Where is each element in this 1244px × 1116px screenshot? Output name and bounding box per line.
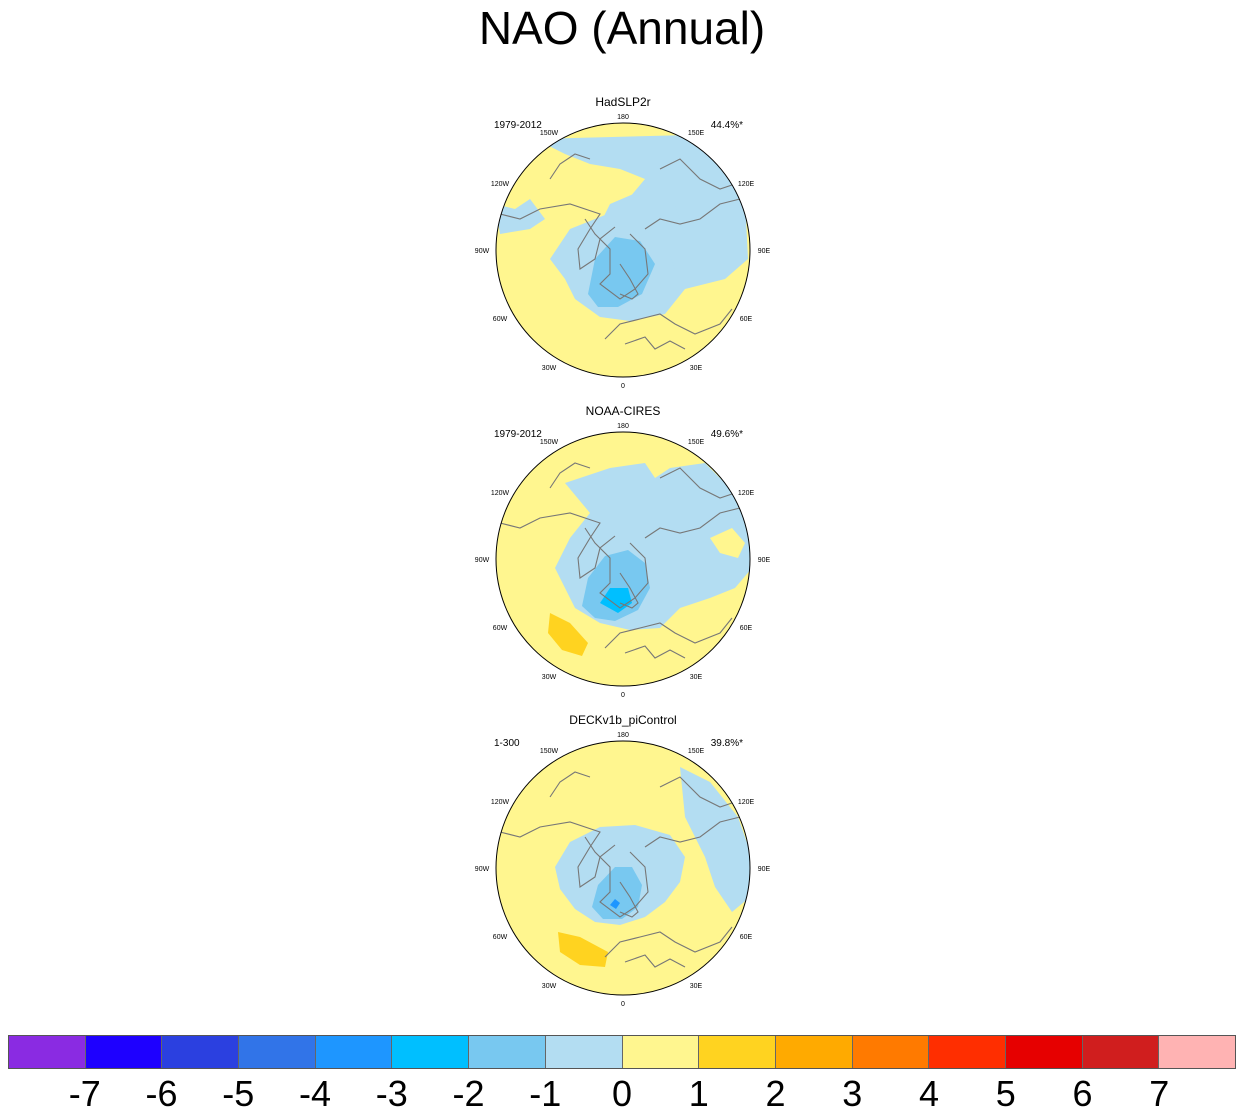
colorbar-label: -7 xyxy=(68,1073,101,1114)
svg-text:60W: 60W xyxy=(493,625,508,632)
svg-text:60E: 60E xyxy=(740,625,753,632)
svg-text:120E: 120E xyxy=(738,799,755,806)
svg-text:120E: 120E xyxy=(738,181,755,188)
colorbar-box xyxy=(469,1036,546,1068)
colorbar-box xyxy=(929,1036,1006,1068)
colorbar-label: -6 xyxy=(145,1073,178,1114)
svg-text:30E: 30E xyxy=(690,983,703,990)
colorbar-label: -3 xyxy=(375,1073,408,1114)
colorbar-box xyxy=(622,1036,700,1068)
colorbar-box xyxy=(162,1036,240,1068)
svg-text:180: 180 xyxy=(617,423,629,430)
colorbar-box xyxy=(1159,1036,1235,1068)
svg-text:120W: 120W xyxy=(491,799,510,806)
longitude-labels: 180 150E 120E 90E 60E 30E 0 30W 60W 90W … xyxy=(475,423,771,699)
colorbar-box xyxy=(545,1036,623,1068)
svg-text:0: 0 xyxy=(621,383,625,390)
map-panel-hadslp2r: HadSLP2r 1979-2012 44.4%* 180 xyxy=(470,95,776,395)
polar-map: 180 150E 120E 90E 60E 30E 0 30W 60W 90W … xyxy=(475,732,771,1008)
svg-text:30W: 30W xyxy=(542,365,557,372)
colorbar-label: 0 xyxy=(611,1073,633,1114)
map-panel-deckv1b-picontrol: DECKv1b_piControl 1-300 39.8%* 180 xyxy=(470,713,776,1013)
colorbar-box xyxy=(315,1036,393,1068)
colorbar-box xyxy=(392,1036,470,1068)
panel-period: 1-300 xyxy=(494,738,520,749)
panel-variance: 49.6%* xyxy=(710,429,743,440)
colorbar-label: -5 xyxy=(222,1073,255,1114)
svg-text:90W: 90W xyxy=(475,557,490,564)
colorbar-box xyxy=(775,1036,853,1068)
colorbar-box xyxy=(9,1036,86,1068)
svg-text:60W: 60W xyxy=(493,934,508,941)
colorbar-box xyxy=(1082,1036,1160,1068)
colorbar-box xyxy=(85,1036,163,1068)
svg-text:90W: 90W xyxy=(475,248,490,255)
colorbar-label: 5 xyxy=(995,1073,1016,1114)
colorbar-label: 1 xyxy=(688,1073,709,1114)
svg-text:0: 0 xyxy=(621,1001,625,1008)
colorbar xyxy=(8,1035,1236,1069)
colorbar-box xyxy=(239,1036,316,1068)
colorbar-label: 6 xyxy=(1072,1073,1093,1114)
panel-variance: 39.8%* xyxy=(710,738,743,749)
svg-text:30E: 30E xyxy=(690,365,703,372)
polar-map: 180 150E 120E 90E 60E 30E 0 30W 60W 90W … xyxy=(475,114,771,390)
svg-text:150W: 150W xyxy=(540,439,559,446)
svg-text:90W: 90W xyxy=(475,866,490,873)
svg-text:180: 180 xyxy=(617,114,629,121)
polar-map: 180 150E 120E 90E 60E 30E 0 30W 60W 90W … xyxy=(475,423,771,699)
panel-title: DECKv1b_piControl xyxy=(569,713,677,727)
colorbar-box xyxy=(1005,1036,1083,1068)
colorbar-label: -2 xyxy=(452,1073,485,1114)
panel-title: NOAA-CIRES xyxy=(585,404,661,418)
panel-variance: 44.4%* xyxy=(710,120,743,131)
svg-text:60W: 60W xyxy=(493,316,508,323)
colorbar-box xyxy=(852,1036,930,1068)
colorbar-label: -1 xyxy=(529,1073,562,1114)
svg-text:60E: 60E xyxy=(740,934,753,941)
svg-text:150E: 150E xyxy=(688,439,705,446)
panel-period: 1979-2012 xyxy=(494,120,542,131)
svg-text:30W: 30W xyxy=(542,983,557,990)
colorbar-label: 4 xyxy=(918,1073,940,1114)
svg-text:30W: 30W xyxy=(542,674,557,681)
svg-text:120E: 120E xyxy=(738,490,755,497)
map-panel-noaa-cires: NOAA-CIRES 1979-2012 49.6%* 180 xyxy=(470,404,776,704)
svg-text:150W: 150W xyxy=(540,748,559,755)
colorbar-label: -4 xyxy=(298,1073,331,1114)
svg-text:150E: 150E xyxy=(688,130,705,137)
panel-title: HadSLP2r xyxy=(595,95,651,109)
longitude-labels: 180 150E 120E 90E 60E 30E 0 30W 60W 90W … xyxy=(475,732,771,1008)
svg-text:90E: 90E xyxy=(758,557,771,564)
colorbar-label: 7 xyxy=(1149,1073,1170,1114)
svg-text:180: 180 xyxy=(617,732,629,739)
svg-text:150E: 150E xyxy=(688,748,705,755)
svg-text:60E: 60E xyxy=(740,316,753,323)
svg-text:90E: 90E xyxy=(758,248,771,255)
svg-text:120W: 120W xyxy=(491,181,510,188)
colorbar-label: 3 xyxy=(842,1073,863,1114)
svg-text:0: 0 xyxy=(621,692,625,699)
colorbar-label: 2 xyxy=(765,1073,786,1114)
colorbar-box xyxy=(699,1036,776,1068)
figure-title: NAO (Annual) xyxy=(478,2,766,54)
svg-text:120W: 120W xyxy=(491,490,510,497)
svg-text:90E: 90E xyxy=(758,866,771,873)
svg-text:30E: 30E xyxy=(690,674,703,681)
svg-text:150W: 150W xyxy=(540,130,559,137)
longitude-labels: 180 150E 120E 90E 60E 30E 0 30W 60W 90W … xyxy=(475,114,771,390)
panel-period: 1979-2012 xyxy=(494,429,542,440)
